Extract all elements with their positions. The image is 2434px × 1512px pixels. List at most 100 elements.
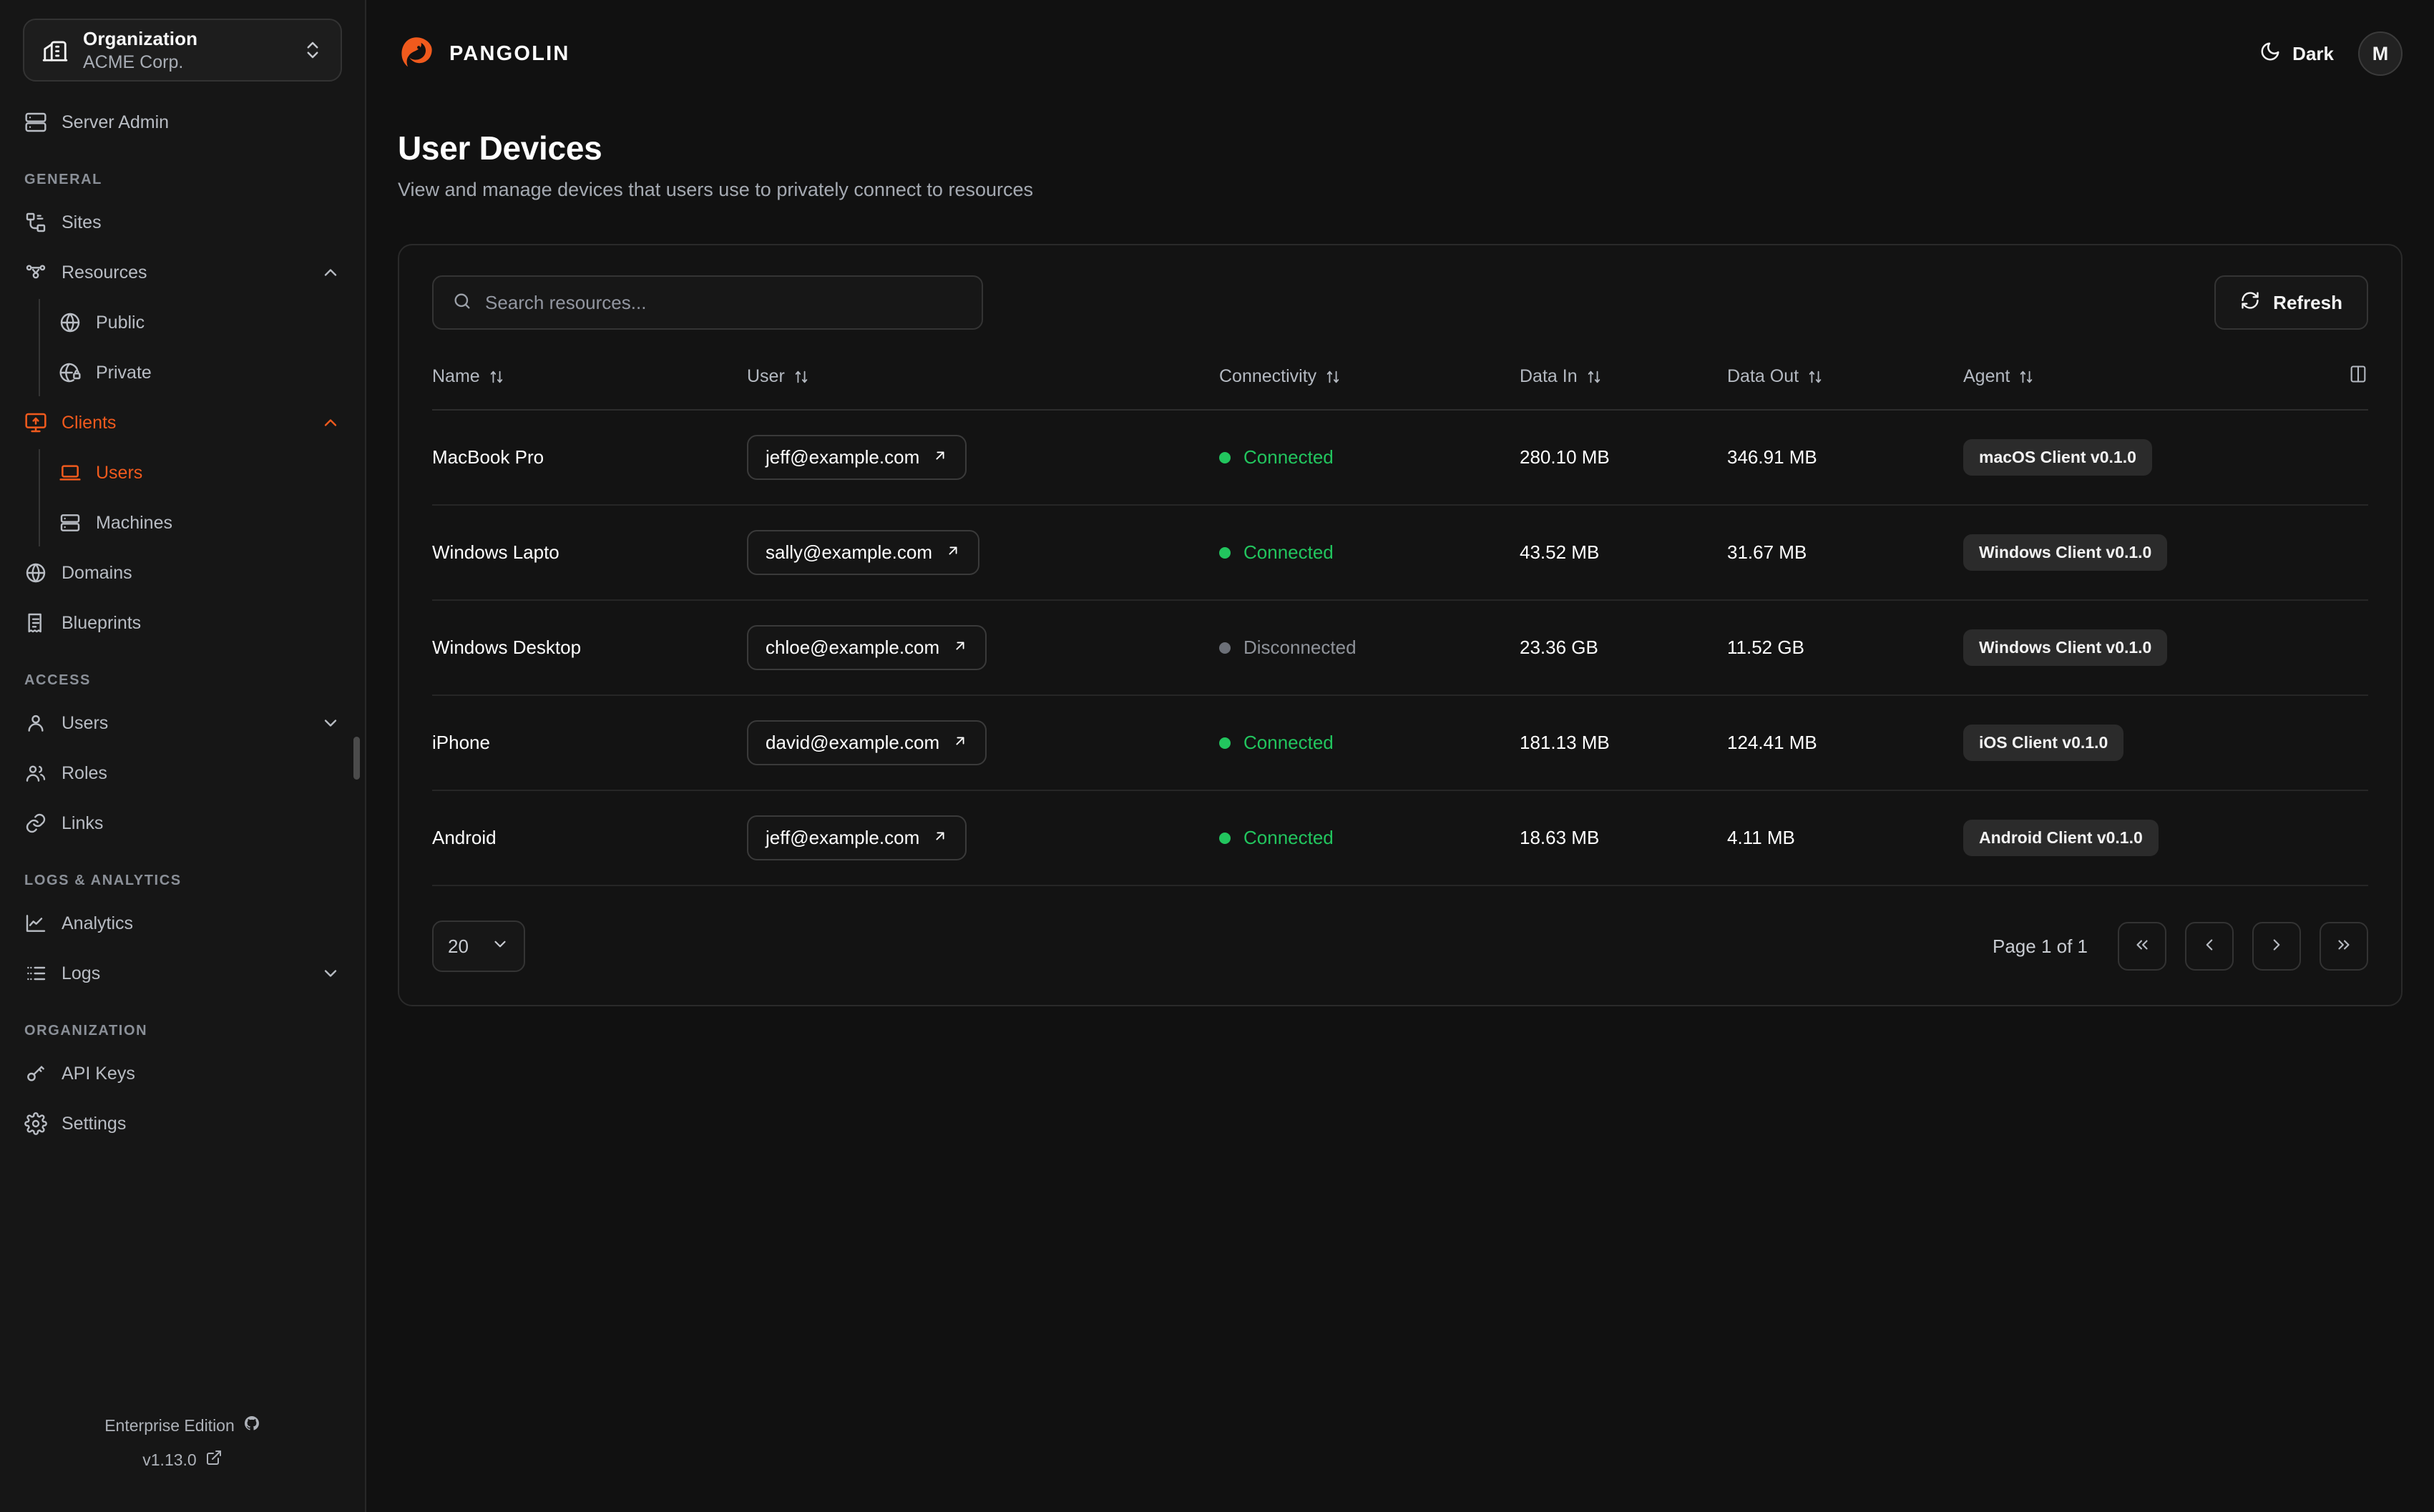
sidebar-item-label: Private [96,362,152,383]
column-header-agent[interactable]: Agent [1963,364,2304,411]
cell-user: jeff@example.com [747,410,1219,506]
sidebar-item-users-access[interactable]: Users [0,698,365,748]
status-badge: Connected [1219,827,1334,849]
sidebar-item-roles[interactable]: Roles [0,748,365,798]
sidebar-scrollbar[interactable] [353,737,360,780]
cell-connectivity: Disconnected [1219,600,1520,696]
sidebar-item-resources[interactable]: Resources [0,247,365,298]
external-link-icon[interactable] [205,1449,223,1471]
status-label: Connected [1243,827,1334,849]
sidebar-item-settings[interactable]: Settings [0,1099,365,1149]
cell-row-options[interactable] [2304,790,2368,886]
link-icon [24,812,47,835]
columns-toggle-icon[interactable] [2348,365,2368,388]
prev-page-button[interactable] [2185,922,2234,971]
page-size-select[interactable]: 20 [432,921,525,972]
cell-data-in: 43.52 MB [1520,505,1727,601]
sidebar-item-analytics[interactable]: Analytics [0,898,365,948]
column-label: User [747,366,785,386]
chevron-down-icon [491,935,509,958]
avatar[interactable]: M [2358,31,2403,76]
sidebar-item-server-admin[interactable]: Server Admin [0,97,365,147]
sidebar-item-links[interactable]: Links [0,798,365,848]
table-row[interactable]: Windows Desktop chloe@example.com Discon… [432,600,2368,696]
table-row[interactable]: Android jeff@example.com Connected [432,790,2368,886]
agent-badge: Android Client v0.1.0 [1963,820,2159,856]
github-icon[interactable] [243,1415,260,1436]
user-email: chloe@example.com [766,637,940,658]
main-content: PANGOLIN Dark M User Devices View and ma… [366,0,2434,1512]
arrow-up-right-icon [932,827,948,849]
sidebar-subnav-clients: Users Machines [39,448,365,548]
column-header-user[interactable]: User [747,364,1219,411]
chevron-up-icon[interactable] [321,413,341,433]
agent-badge: iOS Client v0.1.0 [1963,725,2124,761]
brand-name: PANGOLIN [449,41,570,65]
chevron-down-icon[interactable] [321,963,341,983]
table-row[interactable]: MacBook Pro jeff@example.com Connected [432,410,2368,506]
org-switcher[interactable]: Organization ACME Corp. [23,19,342,82]
globe-icon [24,561,47,584]
user-link-chip[interactable]: jeff@example.com [747,435,967,480]
cell-connectivity: Connected [1219,505,1520,601]
cell-row-options[interactable] [2304,410,2368,506]
cell-name: MacBook Pro [432,410,747,506]
globe-lock-icon [59,361,82,384]
status-badge: Connected [1219,541,1334,564]
table-row[interactable]: iPhone david@example.com Connected [432,695,2368,791]
sidebar-item-logs[interactable]: Logs [0,948,365,998]
refresh-button[interactable]: Refresh [2214,275,2368,330]
chevron-down-icon[interactable] [321,713,341,733]
chevron-right-icon [2267,936,2286,958]
brand[interactable]: PANGOLIN [398,35,570,72]
arrow-up-right-icon [952,732,968,754]
sort-icon [490,370,502,383]
column-header-data-in[interactable]: Data In [1520,364,1727,411]
receipt-icon [24,612,47,634]
user-link-chip[interactable]: sally@example.com [747,530,980,575]
user-link-chip[interactable]: chloe@example.com [747,625,987,670]
table-row[interactable]: Windows Lapto sally@example.com Connecte… [432,505,2368,601]
sidebar-item-sites[interactable]: Sites [0,197,365,247]
sidebar-item-machines[interactable]: Machines [39,498,365,548]
cell-row-options[interactable] [2304,600,2368,696]
column-header-name[interactable]: Name [432,364,747,411]
org-title: Organization [83,27,198,49]
table-footer: 20 Page 1 of 1 [432,921,2368,972]
column-options-header[interactable] [2304,364,2368,411]
user-link-chip[interactable]: david@example.com [747,720,987,765]
sidebar-item-api-keys[interactable]: API Keys [0,1049,365,1099]
sort-icon [1588,370,1600,383]
chevron-up-icon[interactable] [321,262,341,283]
sidebar-item-public[interactable]: Public [39,298,365,348]
column-label: Connectivity [1219,366,1317,386]
laptop-icon [59,461,82,484]
sidebar-item-domains[interactable]: Domains [0,548,365,598]
sidebar-item-blueprints[interactable]: Blueprints [0,598,365,648]
sidebar-item-users-clients[interactable]: Users [39,448,365,498]
search-input[interactable] [485,291,963,314]
cell-row-options[interactable] [2304,695,2368,791]
sidebar-item-private[interactable]: Private [39,348,365,398]
sidebar-item-label: Settings [62,1113,127,1134]
column-header-connectivity[interactable]: Connectivity [1219,364,1520,411]
sidebar-item-clients[interactable]: Clients [0,398,365,448]
last-page-button[interactable] [2320,922,2368,971]
chevrons-left-icon [2133,936,2151,958]
chevron-up-down-icon[interactable] [302,39,323,61]
users-icon [24,762,47,785]
user-link-chip[interactable]: jeff@example.com [747,815,967,860]
status-dot-icon [1219,737,1231,749]
cell-user: jeff@example.com [747,790,1219,886]
topbar: PANGOLIN Dark M [366,0,2434,107]
search-field[interactable] [432,275,983,330]
column-header-data-out[interactable]: Data Out [1727,364,1963,411]
next-page-button[interactable] [2252,922,2301,971]
theme-toggle[interactable]: Dark [2259,41,2334,67]
cell-data-in: 181.13 MB [1520,695,1727,791]
version-line[interactable]: v1.13.0 [0,1449,365,1471]
edition-line[interactable]: Enterprise Edition [0,1415,365,1436]
first-page-button[interactable] [2118,922,2166,971]
cell-row-options[interactable] [2304,505,2368,601]
